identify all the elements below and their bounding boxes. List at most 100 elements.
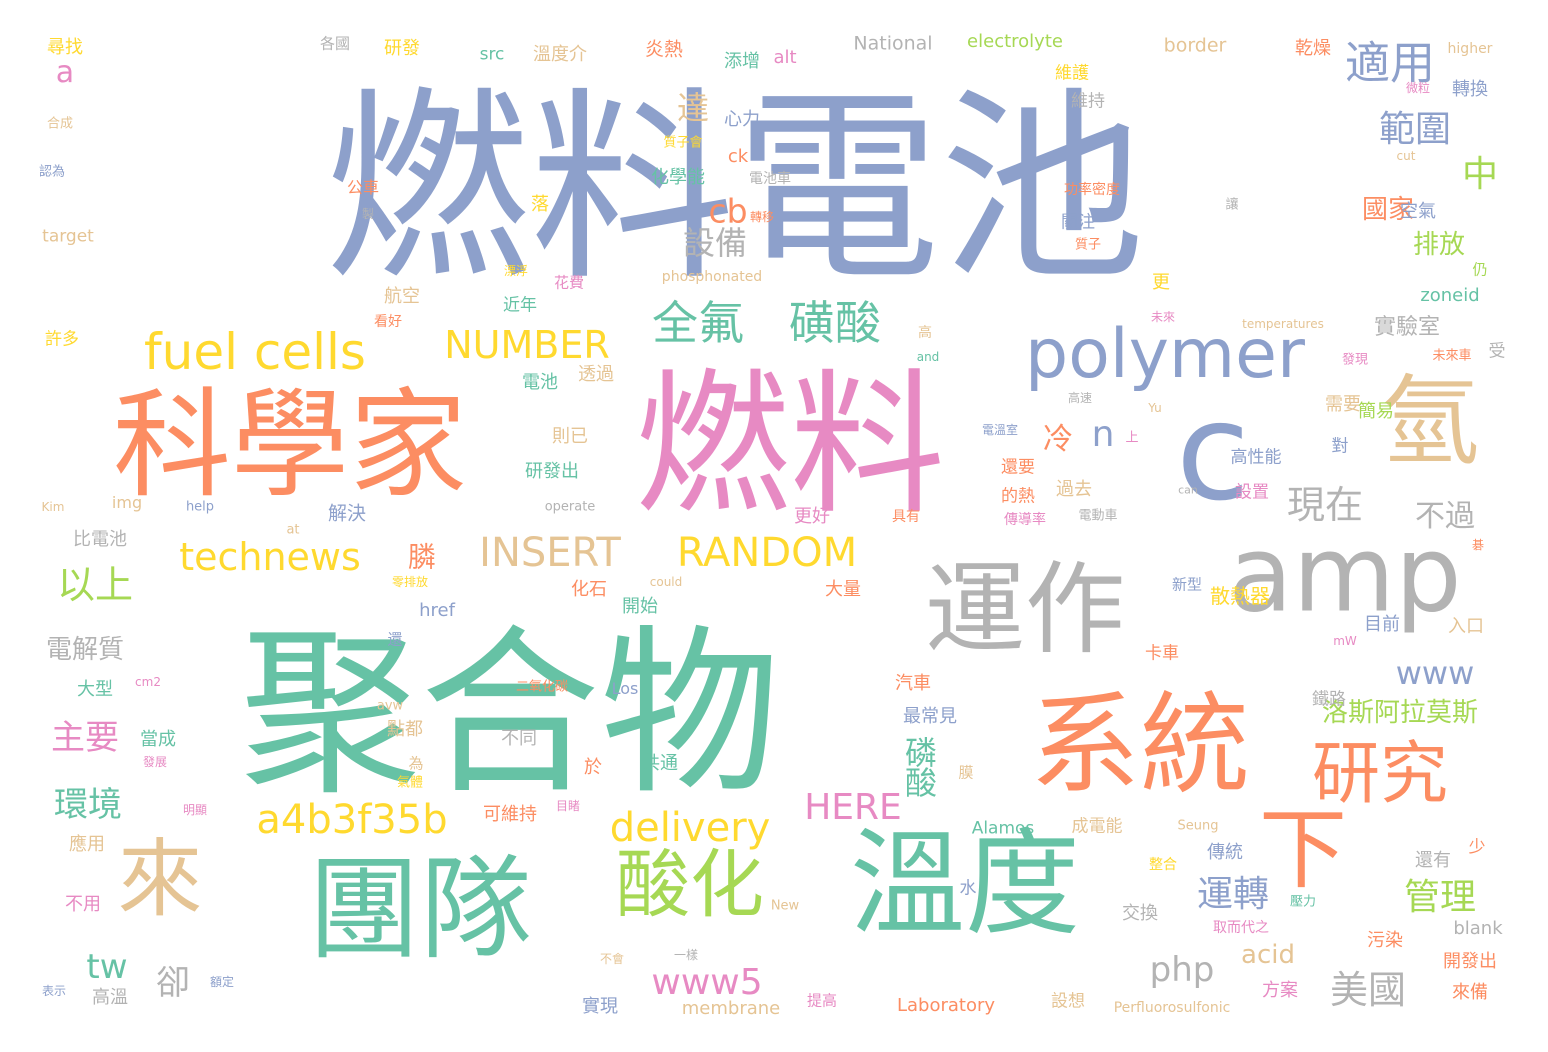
cloud-word: 燃料電池 (325, 70, 1145, 309)
cloud-word: 下 (1258, 798, 1348, 901)
cloud-word: membrane (681, 998, 781, 1019)
cloud-word: blank (1453, 918, 1503, 939)
cloud-word: 製 (361, 207, 375, 221)
cloud-word: 尋找 (47, 37, 83, 58)
cloud-word: 落 (531, 194, 549, 215)
cloud-word: 目睹 (555, 799, 581, 813)
cloud-word: 點都 (387, 719, 423, 740)
cloud-word: 心力 (724, 109, 760, 130)
cloud-word: 乾燥 (1295, 38, 1331, 59)
cloud-word: 合成 (46, 116, 74, 132)
cloud-word: 溫度介 (533, 44, 587, 65)
cloud-word: 明顯 (182, 803, 208, 817)
cloud-word: 鐵路 (1312, 689, 1346, 710)
cloud-word: 透過 (578, 364, 614, 385)
cloud-word: 簡易 (1358, 401, 1394, 422)
cloud-word: mW (1333, 634, 1357, 648)
cloud-word: 入口 (1448, 616, 1484, 637)
cloud-word: 不同 (501, 728, 537, 749)
cloud-word: 整合 (1149, 857, 1177, 873)
cloud-word: 航空 (384, 286, 420, 307)
cloud-word: 汽車 (895, 673, 931, 694)
cloud-word: 團隊 (308, 845, 532, 975)
cloud-word: amp (1228, 513, 1462, 636)
cloud-word: 卡車 (1145, 643, 1179, 664)
cloud-word: 系統 (1030, 681, 1250, 809)
cloud-word: 大量 (825, 579, 861, 600)
cloud-word: help (185, 499, 215, 515)
cloud-word: 交換 (1122, 903, 1158, 924)
cloud-word: tw (86, 947, 128, 987)
cloud-word: 質子 (1074, 237, 1102, 253)
cloud-word: 炎熱 (644, 38, 684, 61)
cloud-word: 高溫 (92, 987, 128, 1008)
cloud-word: img (111, 493, 143, 512)
cloud-word: 目前 (1364, 614, 1400, 635)
cloud-word: 壓力 (1289, 894, 1317, 910)
cloud-word: 達 (676, 89, 710, 127)
cloud-word: 轉換 (1452, 79, 1488, 100)
cloud-word: 排放 (1412, 230, 1466, 260)
cloud-word: 公車 (346, 178, 380, 197)
cloud-word: 高速 (1067, 391, 1093, 405)
cloud-word: 氣體 (396, 775, 424, 791)
cloud-word: 散熱器 (1210, 584, 1270, 608)
cloud-word: 膜 (958, 763, 974, 782)
cloud-word: 不會 (599, 952, 625, 966)
cloud-word: 聚合物 (239, 610, 781, 819)
cloud-word: 適用 (1344, 36, 1436, 90)
cloud-word: 對 (1331, 436, 1349, 457)
cloud-word: 最常見 (903, 706, 957, 727)
cloud-word: 一樣 (673, 948, 699, 962)
cloud-word: 高 (918, 325, 932, 341)
cloud-word: 科學家 (112, 376, 468, 514)
cloud-word: temperatures (1242, 317, 1324, 331)
cloud-word: 維持 (1071, 91, 1105, 112)
cloud-word: 設置 (1235, 482, 1269, 503)
cloud-word: 未來車 (1432, 348, 1472, 364)
cloud-word: 則已 (552, 426, 588, 447)
cloud-word: 質子會 (663, 135, 703, 151)
cloud-word: www5 (651, 962, 763, 1003)
cloud-word: 水 (959, 878, 977, 899)
cloud-word: 管理 (1403, 877, 1477, 918)
cloud-word: 卻 (156, 963, 190, 1003)
cloud-word: 化學能 (651, 167, 705, 188)
cloud-word: target (42, 226, 94, 247)
cloud-word: src (479, 44, 505, 65)
cloud-word: 主要 (51, 718, 119, 758)
cloud-word: a (55, 55, 75, 90)
cloud-word: 傳統 (1207, 842, 1243, 863)
cloud-word: 過去 (1056, 479, 1092, 500)
cloud-word: 中 (1461, 154, 1499, 195)
cloud-word: zoneid (1420, 285, 1480, 306)
cloud-word: 來 (117, 830, 203, 930)
cloud-word: www (1395, 654, 1475, 692)
cloud-word: fuel cells (144, 323, 366, 381)
cloud-word: 實驗室 (1373, 315, 1441, 340)
cloud-word: 可維持 (483, 804, 537, 825)
cloud-word: 磷酸 (900, 735, 938, 797)
cloud-word: operate (544, 499, 596, 515)
cloud-word: 氫 (1380, 365, 1480, 479)
cloud-word: 二氧化碳 (515, 679, 569, 695)
cloud-word: 比電池 (73, 529, 127, 550)
cloud-word: 國家 (1361, 195, 1415, 225)
cloud-word: 關注 (1061, 212, 1095, 233)
cloud-word: 以上 (56, 563, 134, 607)
cloud-word: a4b3f35b (256, 797, 448, 843)
cloud-word: 設想 (1051, 991, 1085, 1012)
cloud-word: Los (611, 679, 639, 698)
cloud-word: 發現 (1341, 352, 1369, 368)
cloud-word: c (1175, 373, 1251, 531)
cloud-word: higher (1447, 41, 1493, 57)
cloud-word: 應用 (69, 834, 105, 855)
cloud-word: 取而代之 (1213, 920, 1269, 936)
cloud-word: 零排放 (391, 575, 429, 589)
cloud-word: phosphonated (661, 269, 763, 285)
cloud-word: could (649, 575, 683, 589)
cloud-word: 來備 (1452, 982, 1488, 1003)
cloud-word: 共通 (642, 753, 678, 774)
cloud-word: 酸化 (616, 842, 764, 928)
